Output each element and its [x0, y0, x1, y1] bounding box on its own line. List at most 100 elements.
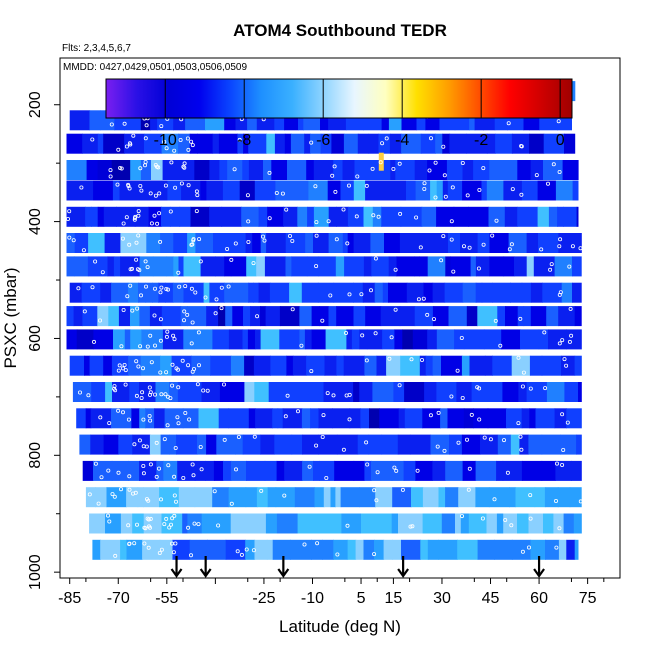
- data-point: [185, 312, 190, 317]
- heat-cell: [152, 256, 168, 277]
- heat-cell: [502, 460, 523, 481]
- heat-cell: [382, 329, 395, 350]
- heat-cell: [290, 539, 312, 560]
- heat-cell: [174, 160, 195, 180]
- data-point: [321, 413, 326, 418]
- heat-cell: [392, 487, 412, 508]
- data-point: [191, 473, 196, 478]
- data-point: [132, 541, 137, 546]
- data-point: [132, 442, 137, 447]
- heat-cell: [347, 539, 357, 560]
- heat-cell: [477, 306, 498, 327]
- heat-cell: [331, 133, 345, 154]
- data-point: [229, 501, 234, 506]
- heat-cell: [337, 233, 344, 253]
- heat-cell: [107, 256, 115, 277]
- heat-cell: [340, 487, 360, 508]
- heat-cell: [218, 306, 226, 327]
- heat-cell: [213, 233, 232, 253]
- heat-cell: [299, 329, 306, 350]
- data-point: [121, 307, 126, 312]
- data-point: [138, 293, 143, 298]
- data-point: [67, 209, 72, 214]
- data-point: [375, 470, 380, 475]
- data-point: [442, 448, 447, 453]
- data-point: [232, 167, 237, 172]
- data-point: [546, 181, 551, 186]
- heat-cell: [480, 434, 499, 455]
- data-point: [166, 463, 171, 468]
- data-point: [449, 219, 454, 224]
- heat-cell: [265, 513, 278, 534]
- heat-cell: [538, 233, 559, 253]
- y-tick-label: 1000: [27, 554, 44, 590]
- heat-cell: [361, 513, 372, 534]
- data-point: [315, 541, 320, 546]
- heat-cell: [353, 306, 366, 327]
- data-point: [125, 294, 130, 299]
- heat-cell: [466, 306, 478, 327]
- heat-cell: [254, 382, 270, 402]
- heat-cell: [216, 434, 236, 455]
- heat-cell: [481, 282, 493, 303]
- heat-cell: [359, 329, 368, 350]
- heat-cell: [260, 434, 275, 455]
- heat-cell: [308, 180, 329, 201]
- data-point: [192, 521, 197, 526]
- data-point: [335, 552, 340, 557]
- data-point: [433, 160, 438, 165]
- heat-cell: [558, 306, 576, 327]
- heat-cell: [399, 233, 410, 253]
- heat-cell: [386, 355, 401, 376]
- heat-cell: [82, 133, 99, 154]
- heat-cell: [159, 487, 180, 508]
- heat-cell: [266, 133, 276, 154]
- plot-frame: [59, 57, 621, 579]
- data-point: [145, 265, 150, 270]
- heat-cell: [231, 233, 247, 253]
- heat-cell: [503, 256, 515, 277]
- heat-cell: [313, 233, 330, 253]
- heat-cell: [289, 282, 303, 303]
- data-point: [325, 391, 330, 396]
- data-point: [461, 244, 466, 249]
- heat-cell: [444, 282, 464, 303]
- heat-cell: [543, 513, 554, 534]
- heat-cell: [225, 539, 246, 560]
- heat-cell: [177, 382, 191, 402]
- heat-cell: [248, 133, 267, 154]
- heat-cell: [266, 539, 274, 560]
- heat-cell: [318, 434, 338, 455]
- data-point: [543, 386, 548, 391]
- heat-cell: [201, 382, 221, 402]
- heat-cell: [508, 233, 528, 253]
- heat-cell: [419, 256, 429, 277]
- data-point: [456, 440, 461, 445]
- heat-cell: [501, 329, 521, 350]
- data-point: [341, 447, 346, 452]
- heat-cell: [69, 282, 83, 303]
- heat-cell: [450, 256, 472, 277]
- heat-cell: [471, 382, 486, 402]
- data-point: [121, 221, 126, 226]
- heat-cell: [272, 408, 279, 429]
- heat-cell: [354, 160, 376, 180]
- heat-cell: [560, 434, 577, 455]
- heat-cell: [92, 539, 101, 560]
- data-point: [152, 392, 157, 397]
- data-point: [146, 545, 151, 550]
- heat-cell: [302, 434, 319, 455]
- data-point: [235, 549, 240, 554]
- heat-cell: [396, 256, 415, 277]
- y-axis-label: PSXC (mbar): [1, 267, 20, 368]
- x-tick-label: -70: [107, 590, 130, 607]
- heat-cell: [448, 306, 468, 327]
- heat-cell: [336, 306, 355, 327]
- y-axis: 200 400 600 800 1000: [27, 91, 60, 590]
- data-point: [93, 461, 98, 466]
- heat-cell: [576, 206, 579, 227]
- data-point: [302, 542, 307, 547]
- heat-cell: [274, 133, 286, 154]
- data-point: [170, 516, 175, 521]
- heat-cell: [365, 306, 382, 327]
